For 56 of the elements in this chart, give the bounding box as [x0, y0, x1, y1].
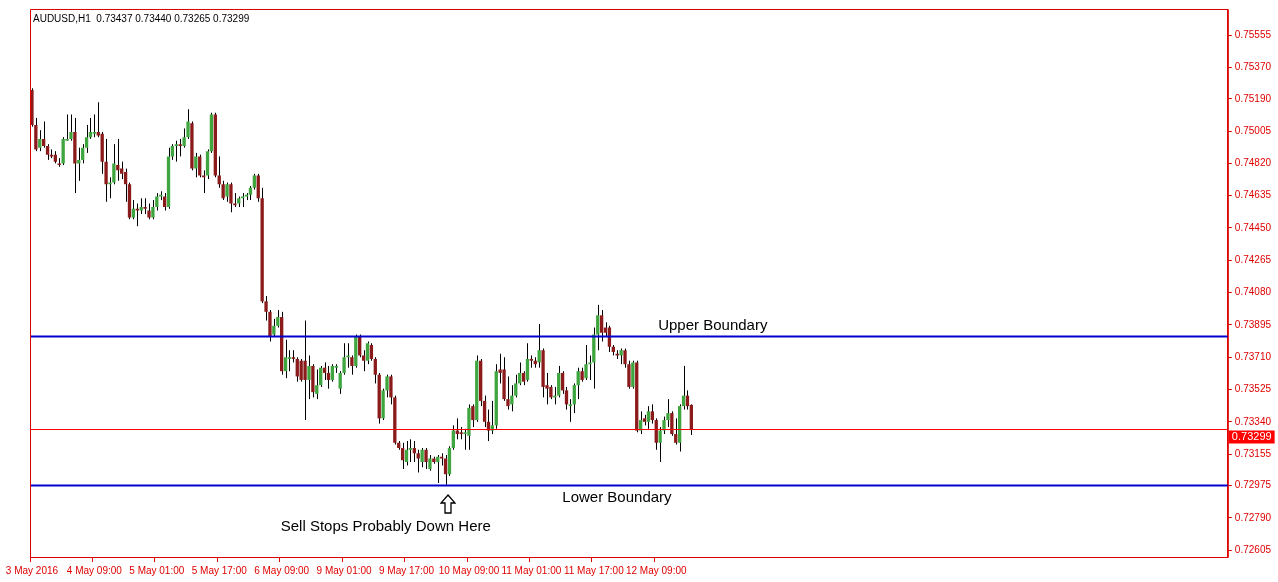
annotation: Sell Stops Probably Down Here — [280, 517, 491, 535]
candlestick — [424, 447, 428, 470]
candlestick — [420, 447, 424, 468]
candlestick — [408, 438, 413, 463]
y-tick-label: 0.75005 — [1234, 124, 1272, 136]
y-tick-label: 0.74635 — [1234, 189, 1272, 201]
y-tick-label: 0.75190 — [1234, 92, 1272, 104]
x-tick-label: 11 May 17:00 — [563, 564, 625, 576]
candlestick — [69, 113, 73, 142]
candlestick — [198, 154, 202, 178]
candlestick — [135, 203, 139, 227]
candlestick — [373, 356, 377, 384]
y-tick-label: 0.73525 — [1234, 383, 1272, 395]
y-tick-label: 0.73710 — [1234, 350, 1272, 362]
candlestick — [568, 398, 573, 423]
y-tick-label: 0.75555 — [1234, 28, 1272, 40]
candlestick — [225, 182, 229, 203]
x-tick-label: 3 May 2016 — [5, 564, 59, 576]
ref-line-label: Upper Boundary — [658, 315, 768, 333]
candlestick — [303, 320, 307, 421]
x-tick-label: 5 May 01:00 — [129, 564, 185, 576]
ref-line-label: Lower Boundary — [562, 487, 673, 505]
candlestick — [525, 342, 530, 383]
candlestick — [283, 339, 288, 379]
y-tick-label: 0.74080 — [1234, 286, 1272, 298]
y-tick-label: 0.74265 — [1234, 254, 1272, 266]
candlestick — [650, 403, 654, 425]
candlestick — [38, 129, 42, 152]
y-tick-label: 0.72975 — [1234, 479, 1272, 491]
x-tick-label: 10 May 09:00 — [438, 564, 500, 576]
candlestick — [315, 368, 319, 400]
x-tick-label: 6 May 09:00 — [254, 564, 310, 576]
x-tick-label: 5 May 17:00 — [191, 564, 248, 576]
candlestick — [229, 182, 233, 213]
candlestick — [416, 449, 420, 473]
x-tick-label: 9 May 01:00 — [316, 564, 373, 576]
y-tick-label: 0.74820 — [1234, 157, 1272, 169]
candlestick — [92, 113, 97, 138]
x-tick-label: 11 May 01:00 — [501, 564, 562, 576]
y-tick-label: 0.73340 — [1234, 415, 1272, 427]
y-tick-label: 0.73155 — [1234, 447, 1272, 459]
y-tick-label: 0.75370 — [1234, 61, 1272, 73]
candlestick — [599, 309, 604, 342]
candlestick — [131, 199, 136, 220]
y-tick-label: 0.72790 — [1234, 511, 1272, 523]
y-tick-label: 0.74450 — [1234, 221, 1272, 233]
y-tick-label: 0.72605 — [1234, 543, 1272, 555]
x-tick-label: 9 May 17:00 — [379, 564, 435, 576]
x-tick-label: 12 May 09:00 — [625, 564, 687, 576]
candlestick — [307, 354, 311, 400]
candlestick — [194, 152, 198, 178]
ref-line-label: 0.73299 — [1231, 430, 1272, 443]
chart-title: AUDUSD,H1 0.73437 0.73440 0.73265 0.73299 — [33, 12, 250, 24]
x-tick-label: 4 May 09:00 — [66, 564, 123, 576]
y-tick-label: 0.73895 — [1234, 318, 1272, 330]
candlestick — [576, 367, 580, 400]
